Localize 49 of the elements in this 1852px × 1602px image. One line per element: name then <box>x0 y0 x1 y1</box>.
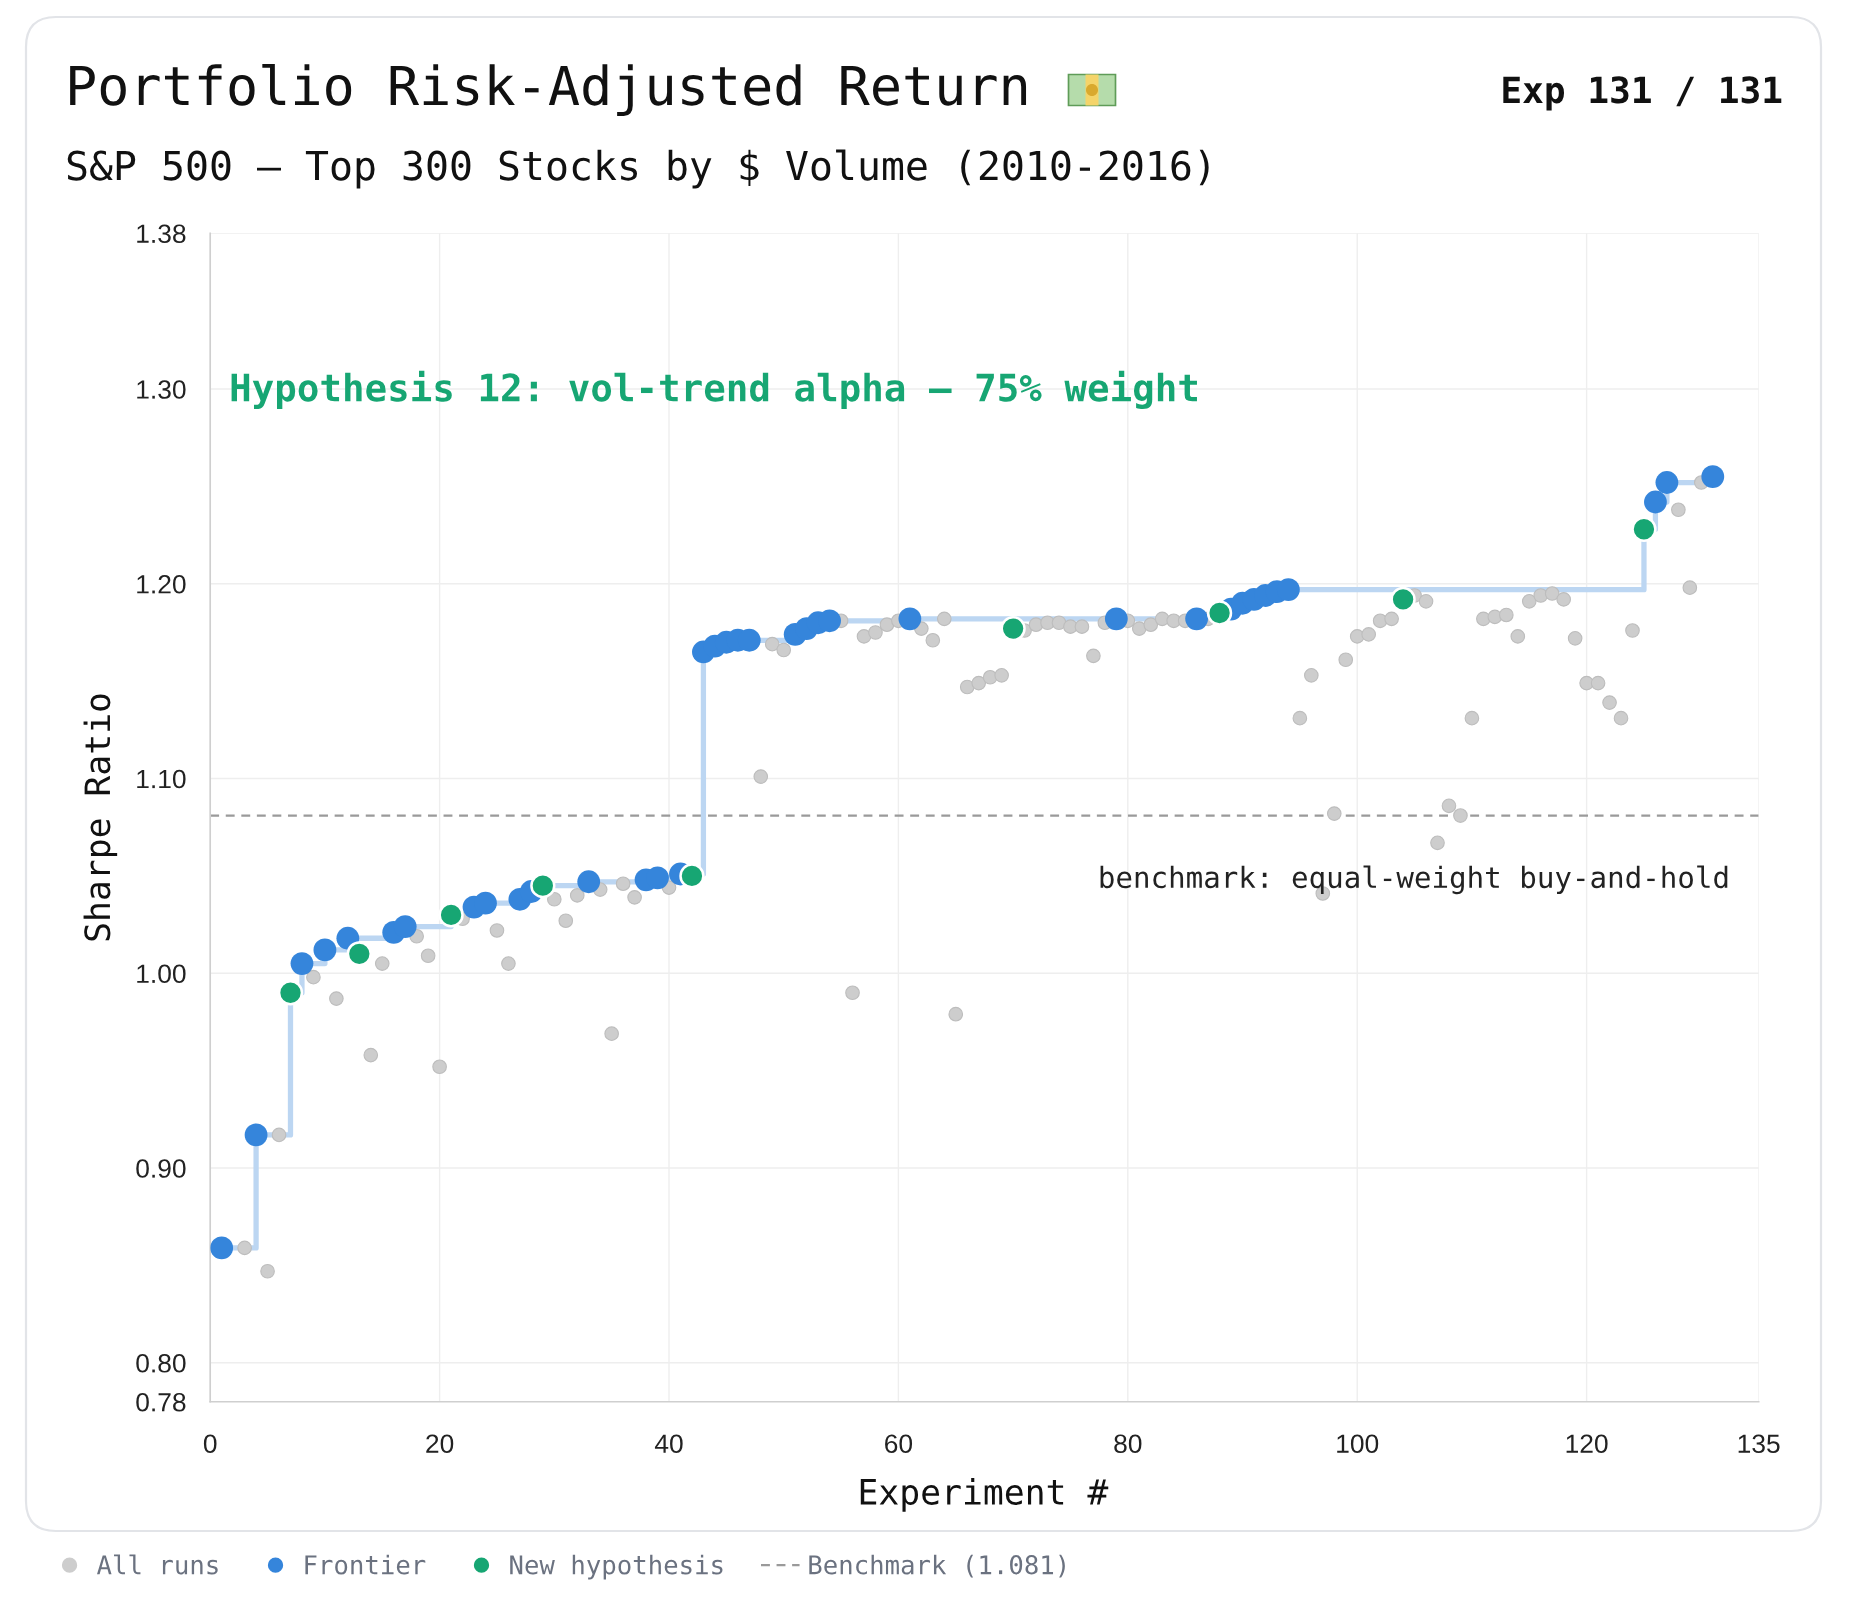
point <box>679 863 705 889</box>
annotation: benchmark: equal-weight buy-and-hold <box>1100 865 1728 895</box>
y-axis-title: Sharpe Ratio <box>83 694 118 941</box>
point <box>1206 600 1233 626</box>
chart-title: Portfolio Risk-Adjusted Return <box>70 63 1027 117</box>
point <box>1390 586 1416 613</box>
y-tick-label: 1.00 <box>137 964 186 984</box>
point <box>346 941 372 967</box>
point <box>530 873 556 899</box>
y-tick-label: 1.30 <box>137 380 186 399</box>
y-tick-label: 1.10 <box>137 769 186 789</box>
y-tick-label: 0.80 <box>136 1353 186 1373</box>
point <box>244 1123 268 1147</box>
x-tick-label: 135 <box>1738 1434 1780 1454</box>
x-tick-label: 80 <box>1114 1434 1142 1454</box>
x-tick-label: 0 <box>203 1434 217 1454</box>
chart-subtitle: S&P 500 — Top 300 Stocks by $ Volume (2010-2016) <box>67 149 1209 189</box>
point <box>313 938 337 962</box>
legend-label: New hypothesis <box>510 1554 723 1580</box>
point <box>1701 465 1725 489</box>
legend-label: All runs <box>96 1554 218 1575</box>
point <box>1655 471 1679 494</box>
point <box>577 870 601 894</box>
point <box>438 902 464 928</box>
point <box>277 980 304 1006</box>
y-tick-label: 0.90 <box>136 1159 186 1178</box>
x-axis-title: Experiment # <box>860 1478 1109 1512</box>
annotation: Hypothesis 12: vol-trend alpha — 75% weight <box>231 370 1197 409</box>
legend-label: Benchmark (1.081) <box>809 1554 1065 1578</box>
point <box>210 1236 234 1260</box>
point <box>1104 607 1128 631</box>
point <box>290 952 314 975</box>
y-tick-label: 1.20 <box>137 574 186 594</box>
x-tick-label: 100 <box>1337 1434 1379 1454</box>
y-tick-label: 1.38 <box>137 224 186 244</box>
point <box>393 915 417 938</box>
point <box>1644 490 1667 514</box>
point <box>1631 516 1657 542</box>
point <box>898 607 922 631</box>
x-tick-label: 20 <box>426 1434 454 1454</box>
legend-label: Frontier <box>305 1554 426 1575</box>
x-tick-label: 60 <box>885 1434 913 1454</box>
y-tick-label: 0.78 <box>136 1392 186 1412</box>
point <box>1185 607 1209 631</box>
x-tick-label: 120 <box>1566 1434 1608 1454</box>
x-tick-label: 40 <box>654 1434 683 1454</box>
text: Exp 131 / 131 <box>1503 76 1782 111</box>
point <box>474 891 497 915</box>
point <box>1000 615 1026 642</box>
